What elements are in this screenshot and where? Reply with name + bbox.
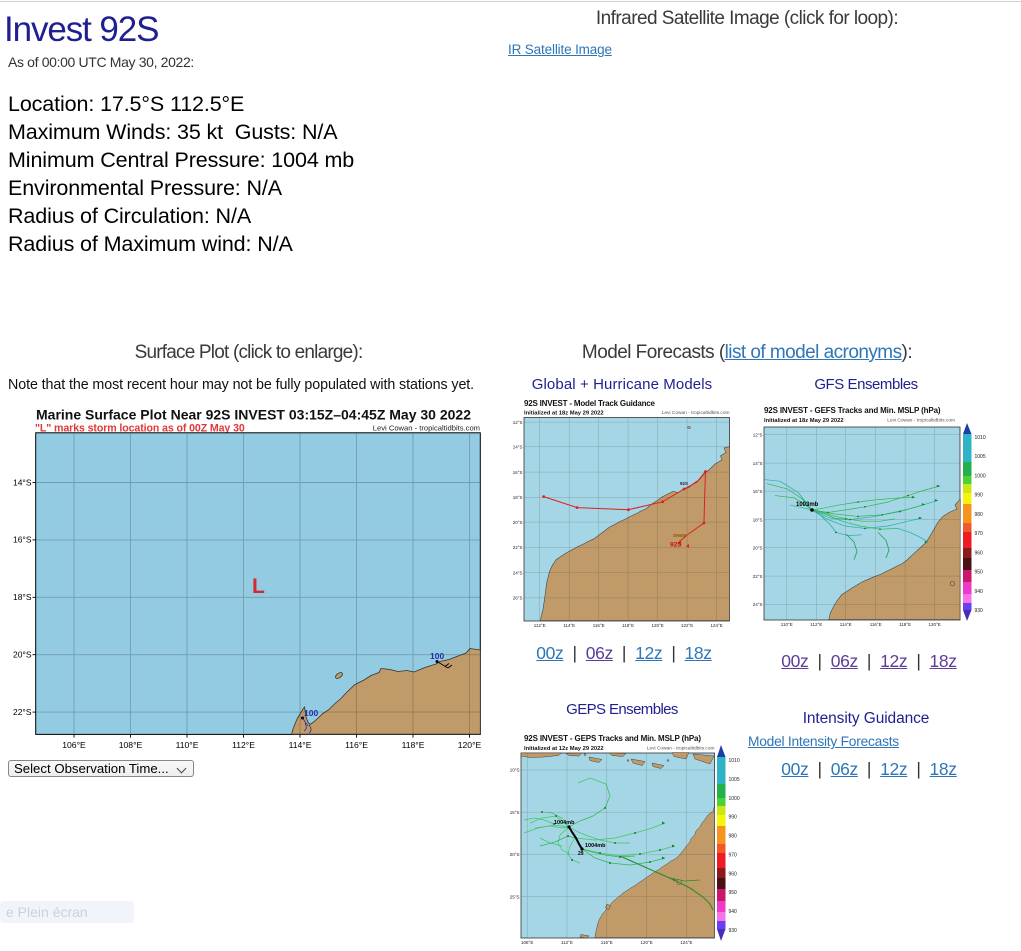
- svg-text:Levi Cowan - tropicaltidbits.c: Levi Cowan - tropicaltidbits.com: [647, 746, 715, 752]
- svg-text:92S INVEST - GEPS Tracks and M: 92S INVEST - GEPS Tracks and Min. MSLP (…: [524, 734, 701, 743]
- svg-text:120°E: 120°E: [640, 940, 652, 945]
- svg-text:L: L: [252, 575, 265, 598]
- svg-text:100: 100: [430, 651, 444, 661]
- svg-text:1004mb: 1004mb: [554, 820, 575, 826]
- svg-text:108°E: 108°E: [521, 940, 533, 945]
- svg-text:990: 990: [729, 815, 738, 821]
- svg-text:120°E: 120°E: [928, 622, 940, 627]
- svg-text:24°S: 24°S: [513, 570, 523, 575]
- svg-text:116°E: 116°E: [601, 940, 613, 945]
- svg-text:Marine Surface Plot Near 92S I: Marine Surface Plot Near 92S INVEST 03:1…: [36, 407, 471, 423]
- svg-text:114°E: 114°E: [563, 623, 575, 628]
- svg-text:930: 930: [975, 608, 984, 614]
- svg-text:18°S: 18°S: [13, 592, 32, 602]
- svg-text:16°S: 16°S: [13, 535, 32, 545]
- svg-text:980: 980: [975, 512, 984, 518]
- svg-text:116°E: 116°E: [870, 622, 882, 627]
- svg-text:112°E: 112°E: [534, 623, 546, 628]
- svg-text:970: 970: [975, 531, 984, 537]
- svg-text:Levi Cowan - tropicaltidbits.c: Levi Cowan - tropicaltidbits.com: [662, 410, 730, 416]
- svg-text:1005: 1005: [975, 454, 986, 460]
- svg-text:116°E: 116°E: [593, 623, 605, 628]
- svg-text:Levi Cowan - tropicaltidbits.c: Levi Cowan - tropicaltidbits.com: [373, 424, 480, 433]
- svg-text:SHEM: SHEM: [673, 533, 686, 538]
- svg-text:14°S: 14°S: [513, 445, 523, 450]
- svg-text:25°S: 25°S: [510, 894, 520, 899]
- svg-text:92S: 92S: [680, 481, 688, 486]
- svg-text:24°S: 24°S: [753, 602, 763, 607]
- svg-text:112°E: 112°E: [232, 740, 255, 750]
- svg-text:960: 960: [975, 550, 984, 556]
- svg-text:1003mb: 1003mb: [796, 502, 819, 508]
- svg-text:20°S: 20°S: [753, 545, 763, 550]
- svg-text:940: 940: [975, 589, 984, 595]
- svg-text:12°S: 12°S: [513, 420, 523, 425]
- svg-text:22°S: 22°S: [13, 707, 32, 717]
- svg-text:930: 930: [729, 928, 738, 934]
- svg-text:20°S: 20°S: [13, 650, 32, 660]
- svg-text:1000: 1000: [975, 473, 986, 479]
- svg-text:Levi Cowan - tropicaltidbits.c: Levi Cowan - tropicaltidbits.com: [887, 418, 955, 424]
- svg-text:92S INVEST - Model Track Guida: 92S INVEST - Model Track Guidance: [524, 399, 656, 408]
- svg-text:118°E: 118°E: [899, 622, 911, 627]
- svg-text:124°E: 124°E: [680, 940, 692, 945]
- svg-text:120°E: 120°E: [458, 740, 482, 750]
- svg-text:16°S: 16°S: [753, 489, 763, 494]
- svg-text:124°E: 124°E: [710, 623, 722, 628]
- svg-text:114°E: 114°E: [289, 740, 312, 750]
- svg-text:14°S: 14°S: [753, 461, 763, 466]
- svg-text:980: 980: [729, 834, 738, 840]
- svg-text:26°S: 26°S: [513, 596, 523, 601]
- svg-text:106°E: 106°E: [62, 740, 86, 750]
- svg-text:120°E: 120°E: [651, 623, 663, 628]
- svg-text:108°E: 108°E: [119, 740, 143, 750]
- svg-text:12°S: 12°S: [753, 432, 763, 437]
- svg-text:1004mb: 1004mb: [585, 843, 606, 849]
- svg-text:122°E: 122°E: [681, 623, 693, 628]
- svg-text:Initialized at 18z May 29 2022: Initialized at 18z May 29 2022: [524, 411, 604, 417]
- svg-text:16°S: 16°S: [513, 470, 523, 475]
- svg-text:15°S: 15°S: [510, 810, 520, 815]
- svg-text:18°S: 18°S: [753, 517, 763, 522]
- svg-text:110°E: 110°E: [176, 740, 199, 750]
- svg-text:990: 990: [975, 493, 984, 499]
- svg-text:20°S: 20°S: [510, 852, 520, 857]
- svg-text:950: 950: [729, 890, 738, 896]
- svg-text:"L" marks storm location as of: "L" marks storm location as of 00Z May 3…: [35, 423, 245, 435]
- svg-text:20°S: 20°S: [513, 520, 523, 525]
- svg-text:100: 100: [304, 708, 318, 718]
- svg-text:112°E: 112°E: [810, 622, 822, 627]
- svg-text:1000: 1000: [729, 796, 740, 802]
- svg-text:92S: 92S: [670, 542, 682, 549]
- svg-text:10°S: 10°S: [510, 768, 520, 773]
- svg-text:950: 950: [975, 570, 984, 576]
- svg-text:970: 970: [729, 852, 738, 858]
- svg-text:118°E: 118°E: [402, 740, 425, 750]
- svg-text:22°S: 22°S: [753, 574, 763, 579]
- svg-text:92S INVEST - GEFS Tracks and M: 92S INVEST - GEFS Tracks and Min. MSLP (…: [764, 406, 941, 415]
- svg-text:22°S: 22°S: [513, 545, 523, 550]
- svg-text:114°E: 114°E: [840, 622, 852, 627]
- svg-text:116°E: 116°E: [345, 740, 368, 750]
- svg-text:1005: 1005: [729, 777, 740, 783]
- svg-text:Initialized at 12z May 29 2022: Initialized at 12z May 29 2022: [524, 746, 604, 752]
- svg-text:112°E: 112°E: [561, 940, 573, 945]
- svg-text:29: 29: [578, 851, 584, 857]
- svg-text:1010: 1010: [729, 758, 740, 764]
- svg-text:1010: 1010: [975, 435, 986, 441]
- svg-text:Initialized at 18z May 29 2022: Initialized at 18z May 29 2022: [764, 418, 844, 424]
- svg-text:940: 940: [729, 909, 738, 915]
- svg-text:960: 960: [729, 871, 738, 877]
- svg-text:18°S: 18°S: [513, 495, 523, 500]
- svg-text:14°S: 14°S: [13, 477, 32, 487]
- svg-text:110°E: 110°E: [781, 622, 793, 627]
- svg-text:118°E: 118°E: [622, 623, 634, 628]
